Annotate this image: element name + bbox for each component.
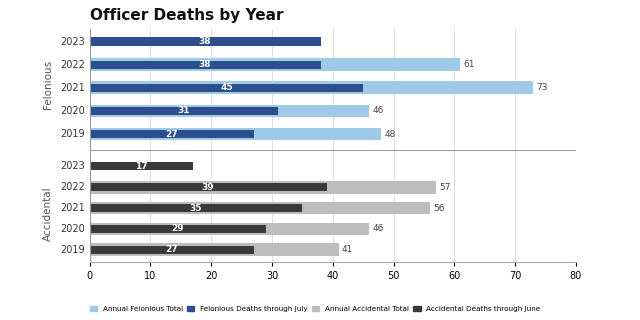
Text: 38: 38 — [199, 37, 211, 46]
Text: 2019: 2019 — [60, 129, 84, 139]
Bar — [90, 183, 327, 191]
Text: 2019: 2019 — [60, 245, 84, 255]
Text: 2021: 2021 — [60, 83, 84, 93]
Text: 61: 61 — [463, 60, 475, 69]
Text: 35: 35 — [189, 204, 202, 212]
Text: 31: 31 — [177, 107, 190, 116]
Bar — [90, 58, 461, 71]
Bar — [90, 222, 369, 235]
Bar — [90, 202, 430, 214]
Text: 45: 45 — [220, 83, 233, 92]
Text: 38: 38 — [199, 60, 211, 69]
Text: 2023: 2023 — [60, 161, 84, 172]
Text: 29: 29 — [172, 224, 184, 233]
Text: 2022: 2022 — [60, 182, 84, 192]
Text: 2021: 2021 — [60, 203, 84, 213]
Bar — [90, 37, 321, 45]
Bar — [90, 243, 339, 256]
Text: 27: 27 — [165, 130, 178, 139]
Text: 2020: 2020 — [60, 224, 84, 234]
Text: 2020: 2020 — [60, 106, 84, 116]
Text: 2022: 2022 — [60, 60, 84, 70]
Bar — [90, 130, 253, 138]
Text: Accidental: Accidental — [44, 187, 53, 241]
Bar — [90, 107, 278, 115]
Bar — [90, 128, 381, 140]
Text: Officer Deaths by Year: Officer Deaths by Year — [90, 8, 283, 23]
Text: 17: 17 — [135, 162, 148, 171]
Text: 41: 41 — [342, 245, 353, 254]
Bar — [90, 246, 253, 254]
Text: 73: 73 — [536, 83, 548, 92]
Text: 46: 46 — [372, 107, 384, 116]
Bar — [90, 81, 534, 94]
Bar — [90, 162, 193, 171]
Text: Felonious: Felonious — [44, 60, 53, 109]
Legend: Annual Felonious Total, Felonious Deaths through July, Annual Accidental Total, : Annual Felonious Total, Felonious Deaths… — [87, 303, 543, 315]
Text: 39: 39 — [202, 183, 214, 192]
Text: 46: 46 — [372, 224, 384, 233]
Bar — [90, 105, 369, 117]
Text: 2023: 2023 — [60, 36, 84, 46]
Text: 48: 48 — [385, 130, 396, 139]
Text: 56: 56 — [433, 204, 445, 212]
Bar — [90, 204, 303, 212]
Text: 27: 27 — [165, 245, 178, 254]
Bar — [90, 84, 364, 92]
Bar — [90, 181, 436, 194]
Text: 57: 57 — [439, 183, 451, 192]
Bar — [90, 60, 321, 69]
Bar — [90, 225, 266, 233]
